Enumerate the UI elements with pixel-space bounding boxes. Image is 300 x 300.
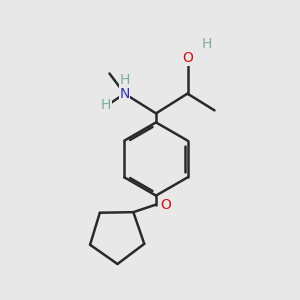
Text: N: N xyxy=(119,87,130,100)
Text: O: O xyxy=(160,198,171,212)
Text: O: O xyxy=(182,52,193,65)
Text: H: H xyxy=(201,37,212,50)
Text: H: H xyxy=(101,98,111,112)
Text: H: H xyxy=(119,73,130,87)
